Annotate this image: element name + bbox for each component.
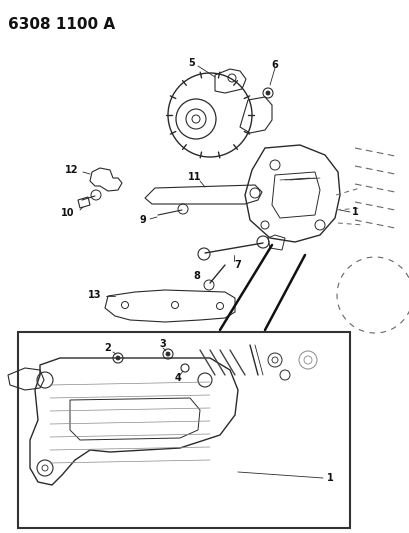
Circle shape — [116, 356, 120, 360]
Text: 8: 8 — [193, 271, 200, 281]
Text: 3: 3 — [159, 339, 166, 349]
Text: 6308 1100 A: 6308 1100 A — [8, 17, 115, 32]
Text: 11: 11 — [188, 172, 201, 182]
Text: 7: 7 — [234, 260, 241, 270]
Text: 13: 13 — [88, 290, 101, 300]
Text: 1: 1 — [326, 473, 333, 483]
Circle shape — [166, 352, 170, 356]
Text: 12: 12 — [65, 165, 79, 175]
Text: 9: 9 — [139, 215, 146, 225]
Text: 5: 5 — [188, 58, 195, 68]
Text: 4: 4 — [174, 373, 181, 383]
Text: 1: 1 — [351, 207, 357, 217]
Text: 10: 10 — [61, 208, 74, 218]
Text: 2: 2 — [104, 343, 111, 353]
Circle shape — [265, 91, 270, 95]
Bar — [18, 332, 349, 528]
Text: 6: 6 — [271, 60, 278, 70]
